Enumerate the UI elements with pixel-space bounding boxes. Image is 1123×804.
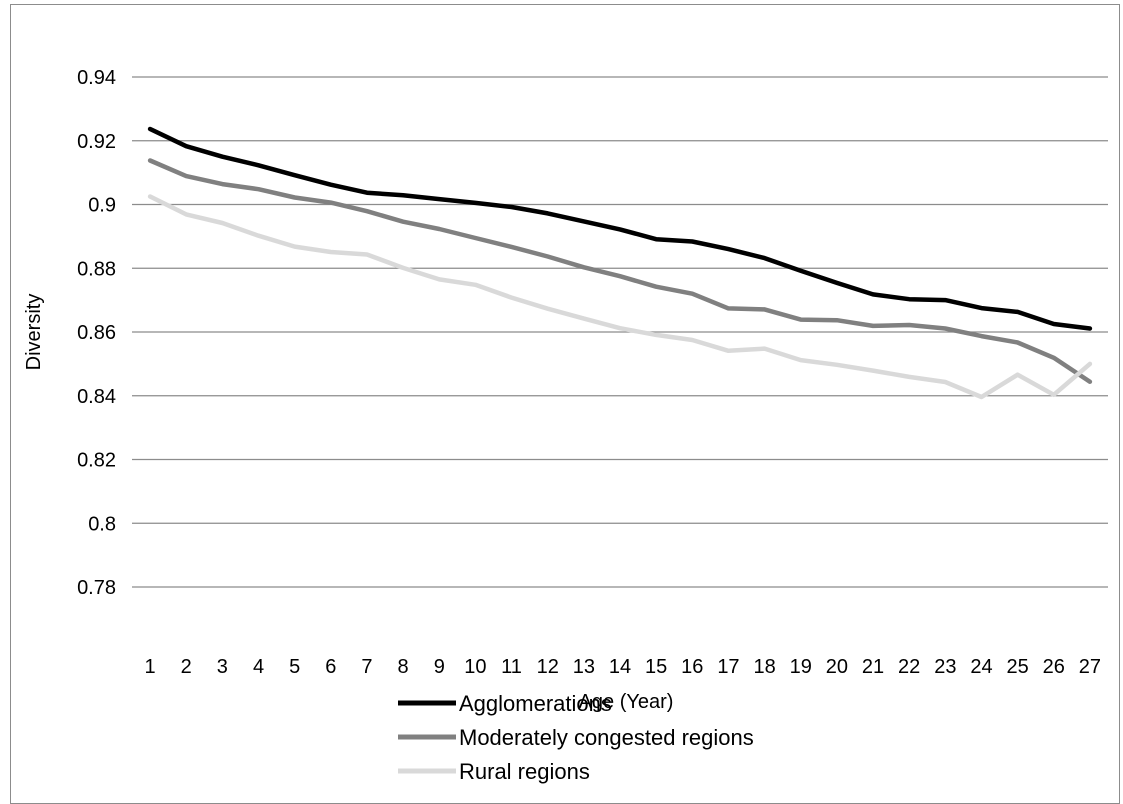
y-axis-ticks: 0.94 0.92 0.9 0.88 0.86 0.84 0.82 0.8 0.78 [77, 67, 116, 599]
x-tick-label: 14 [609, 656, 631, 678]
legend-label: Rural regions [459, 759, 590, 784]
x-tick-label: 26 [1043, 656, 1065, 678]
y-tick-label: 0.88 [77, 258, 116, 280]
x-tick-label: 21 [862, 656, 884, 678]
series-line-1 [147, 126, 1093, 331]
y-tick-label: 0.94 [77, 67, 116, 89]
x-tick-label: 15 [645, 656, 667, 678]
legend: Agglomerations Moderately congested regio… [398, 691, 754, 784]
gridlines [132, 76, 1108, 524]
x-tick-label: 12 [537, 656, 559, 678]
series-line-2 [147, 158, 1093, 384]
x-tick-label: 10 [464, 656, 486, 678]
x-tick-label: 4 [253, 656, 264, 678]
x-tick-label: 22 [898, 656, 920, 678]
x-tick-label: 20 [826, 656, 848, 678]
chart-frame [10, 4, 1120, 804]
x-tick-label: 16 [681, 656, 703, 678]
y-tick-label: 0.9 [88, 195, 116, 217]
x-tick-label: 7 [361, 656, 372, 678]
x-tick-label: 1 [145, 656, 156, 678]
x-tick-label: 23 [934, 656, 956, 678]
x-tick-label: 6 [325, 656, 336, 678]
y-axis-title: Diversity [23, 294, 45, 371]
x-tick-label: 11 [501, 656, 522, 678]
x-tick-label: 13 [573, 656, 595, 678]
y-tick-label: 0.8 [88, 513, 116, 535]
x-tick-label: 9 [434, 656, 445, 678]
y-tick-label: 0.78 [77, 577, 116, 599]
x-tick-label: 8 [398, 656, 409, 678]
x-tick-label: 19 [790, 656, 812, 678]
x-tick-label: 24 [970, 656, 992, 678]
x-tick-label: 2 [181, 656, 192, 678]
legend-label: Agglomerations [459, 691, 612, 716]
legend-label: Moderately congested regions [459, 725, 754, 750]
x-tick-label: 18 [753, 656, 775, 678]
y-tick-label: 0.82 [77, 450, 116, 472]
x-tick-label: 5 [289, 656, 300, 678]
x-axis-ticks: 1 2 3 4 5 6 7 8 9 10 11 12 13 14 15 16 17 18 19 20 21 22 23 24 2… [145, 656, 1102, 678]
series-lines [147, 126, 1093, 400]
x-tick-label: 3 [217, 656, 228, 678]
x-axis-title: Age (Year) [579, 691, 674, 713]
x-tick-label: 17 [717, 656, 739, 678]
x-tick-label: 27 [1079, 656, 1101, 678]
y-tick-label: 0.84 [77, 386, 116, 408]
y-tick-label: 0.92 [77, 131, 116, 153]
series-line-3 [147, 194, 1093, 400]
x-tick-label: 25 [1007, 656, 1029, 678]
y-tick-label: 0.86 [77, 322, 116, 344]
